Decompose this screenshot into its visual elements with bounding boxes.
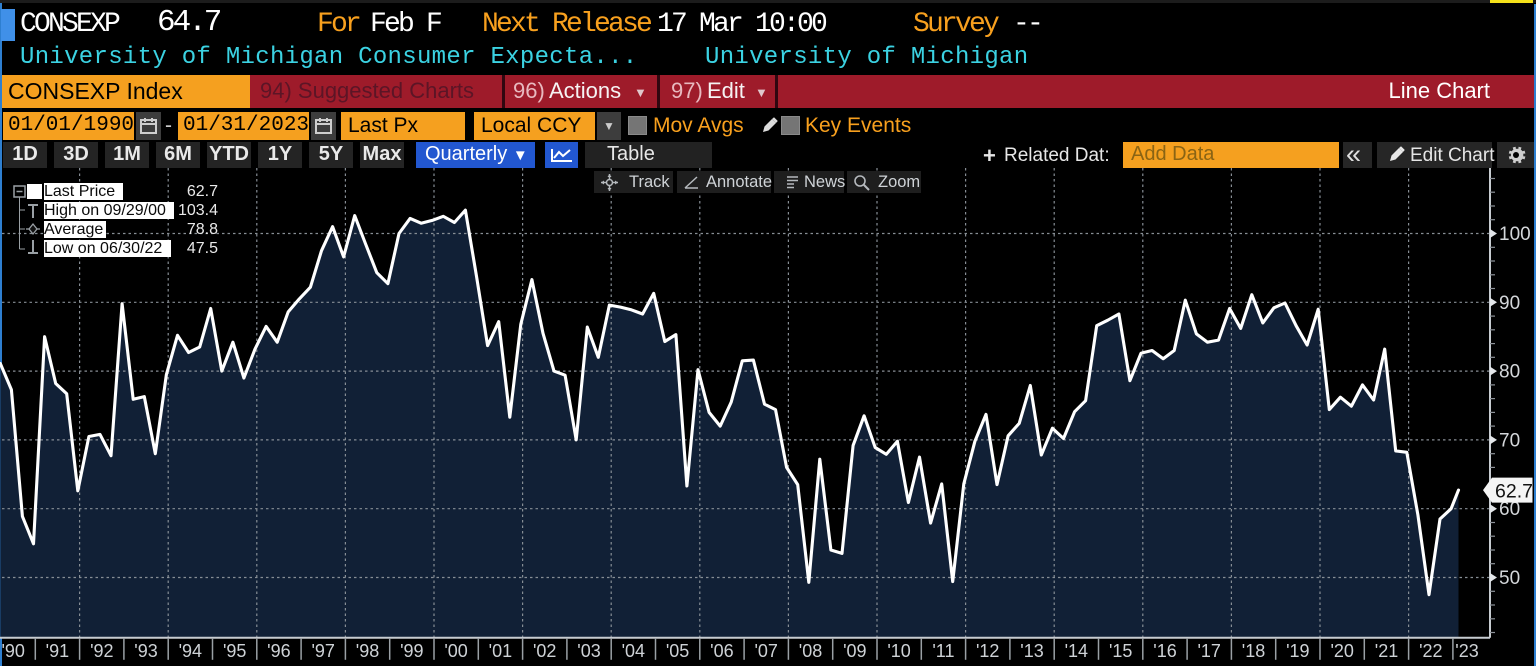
svg-text:'20: '20 — [1330, 641, 1353, 661]
svg-text:90: 90 — [1499, 293, 1520, 314]
svg-text:'06: '06 — [710, 641, 733, 661]
svg-text:'07: '07 — [754, 641, 777, 661]
svg-text:'12: '12 — [976, 641, 999, 661]
svg-text:'15: '15 — [1109, 641, 1132, 661]
svg-text:'03: '03 — [577, 641, 600, 661]
svg-text:'16: '16 — [1153, 641, 1176, 661]
svg-text:'00: '00 — [444, 641, 467, 661]
svg-text:'95: '95 — [223, 641, 246, 661]
svg-text:'10: '10 — [887, 641, 910, 661]
svg-text:'96: '96 — [267, 641, 290, 661]
svg-text:80: 80 — [1499, 362, 1520, 383]
svg-text:100: 100 — [1499, 224, 1531, 245]
svg-text:'01: '01 — [489, 641, 512, 661]
svg-text:'91: '91 — [46, 641, 69, 661]
svg-text:'90: '90 — [1, 641, 24, 661]
svg-text:'04: '04 — [622, 641, 645, 661]
svg-text:'14: '14 — [1065, 641, 1088, 661]
svg-text:'98: '98 — [356, 641, 379, 661]
svg-text:50: 50 — [1499, 568, 1520, 589]
svg-text:60: 60 — [1499, 499, 1520, 520]
svg-text:'05: '05 — [666, 641, 689, 661]
svg-text:70: 70 — [1499, 430, 1520, 451]
svg-text:'02: '02 — [533, 641, 556, 661]
svg-text:'13: '13 — [1020, 641, 1043, 661]
svg-text:'21: '21 — [1375, 641, 1398, 661]
svg-text:'99: '99 — [400, 641, 423, 661]
svg-text:'23: '23 — [1455, 641, 1478, 661]
svg-text:'09: '09 — [843, 641, 866, 661]
svg-text:'08: '08 — [799, 641, 822, 661]
svg-text:'11: '11 — [932, 641, 954, 661]
svg-text:'97: '97 — [311, 641, 334, 661]
svg-text:'19: '19 — [1286, 641, 1309, 661]
svg-text:'92: '92 — [90, 641, 113, 661]
svg-text:'94: '94 — [179, 641, 202, 661]
svg-text:'22: '22 — [1419, 641, 1442, 661]
svg-text:'18: '18 — [1242, 641, 1265, 661]
svg-text:62.7: 62.7 — [1495, 480, 1533, 502]
svg-text:'93: '93 — [134, 641, 157, 661]
svg-text:'17: '17 — [1197, 641, 1220, 661]
